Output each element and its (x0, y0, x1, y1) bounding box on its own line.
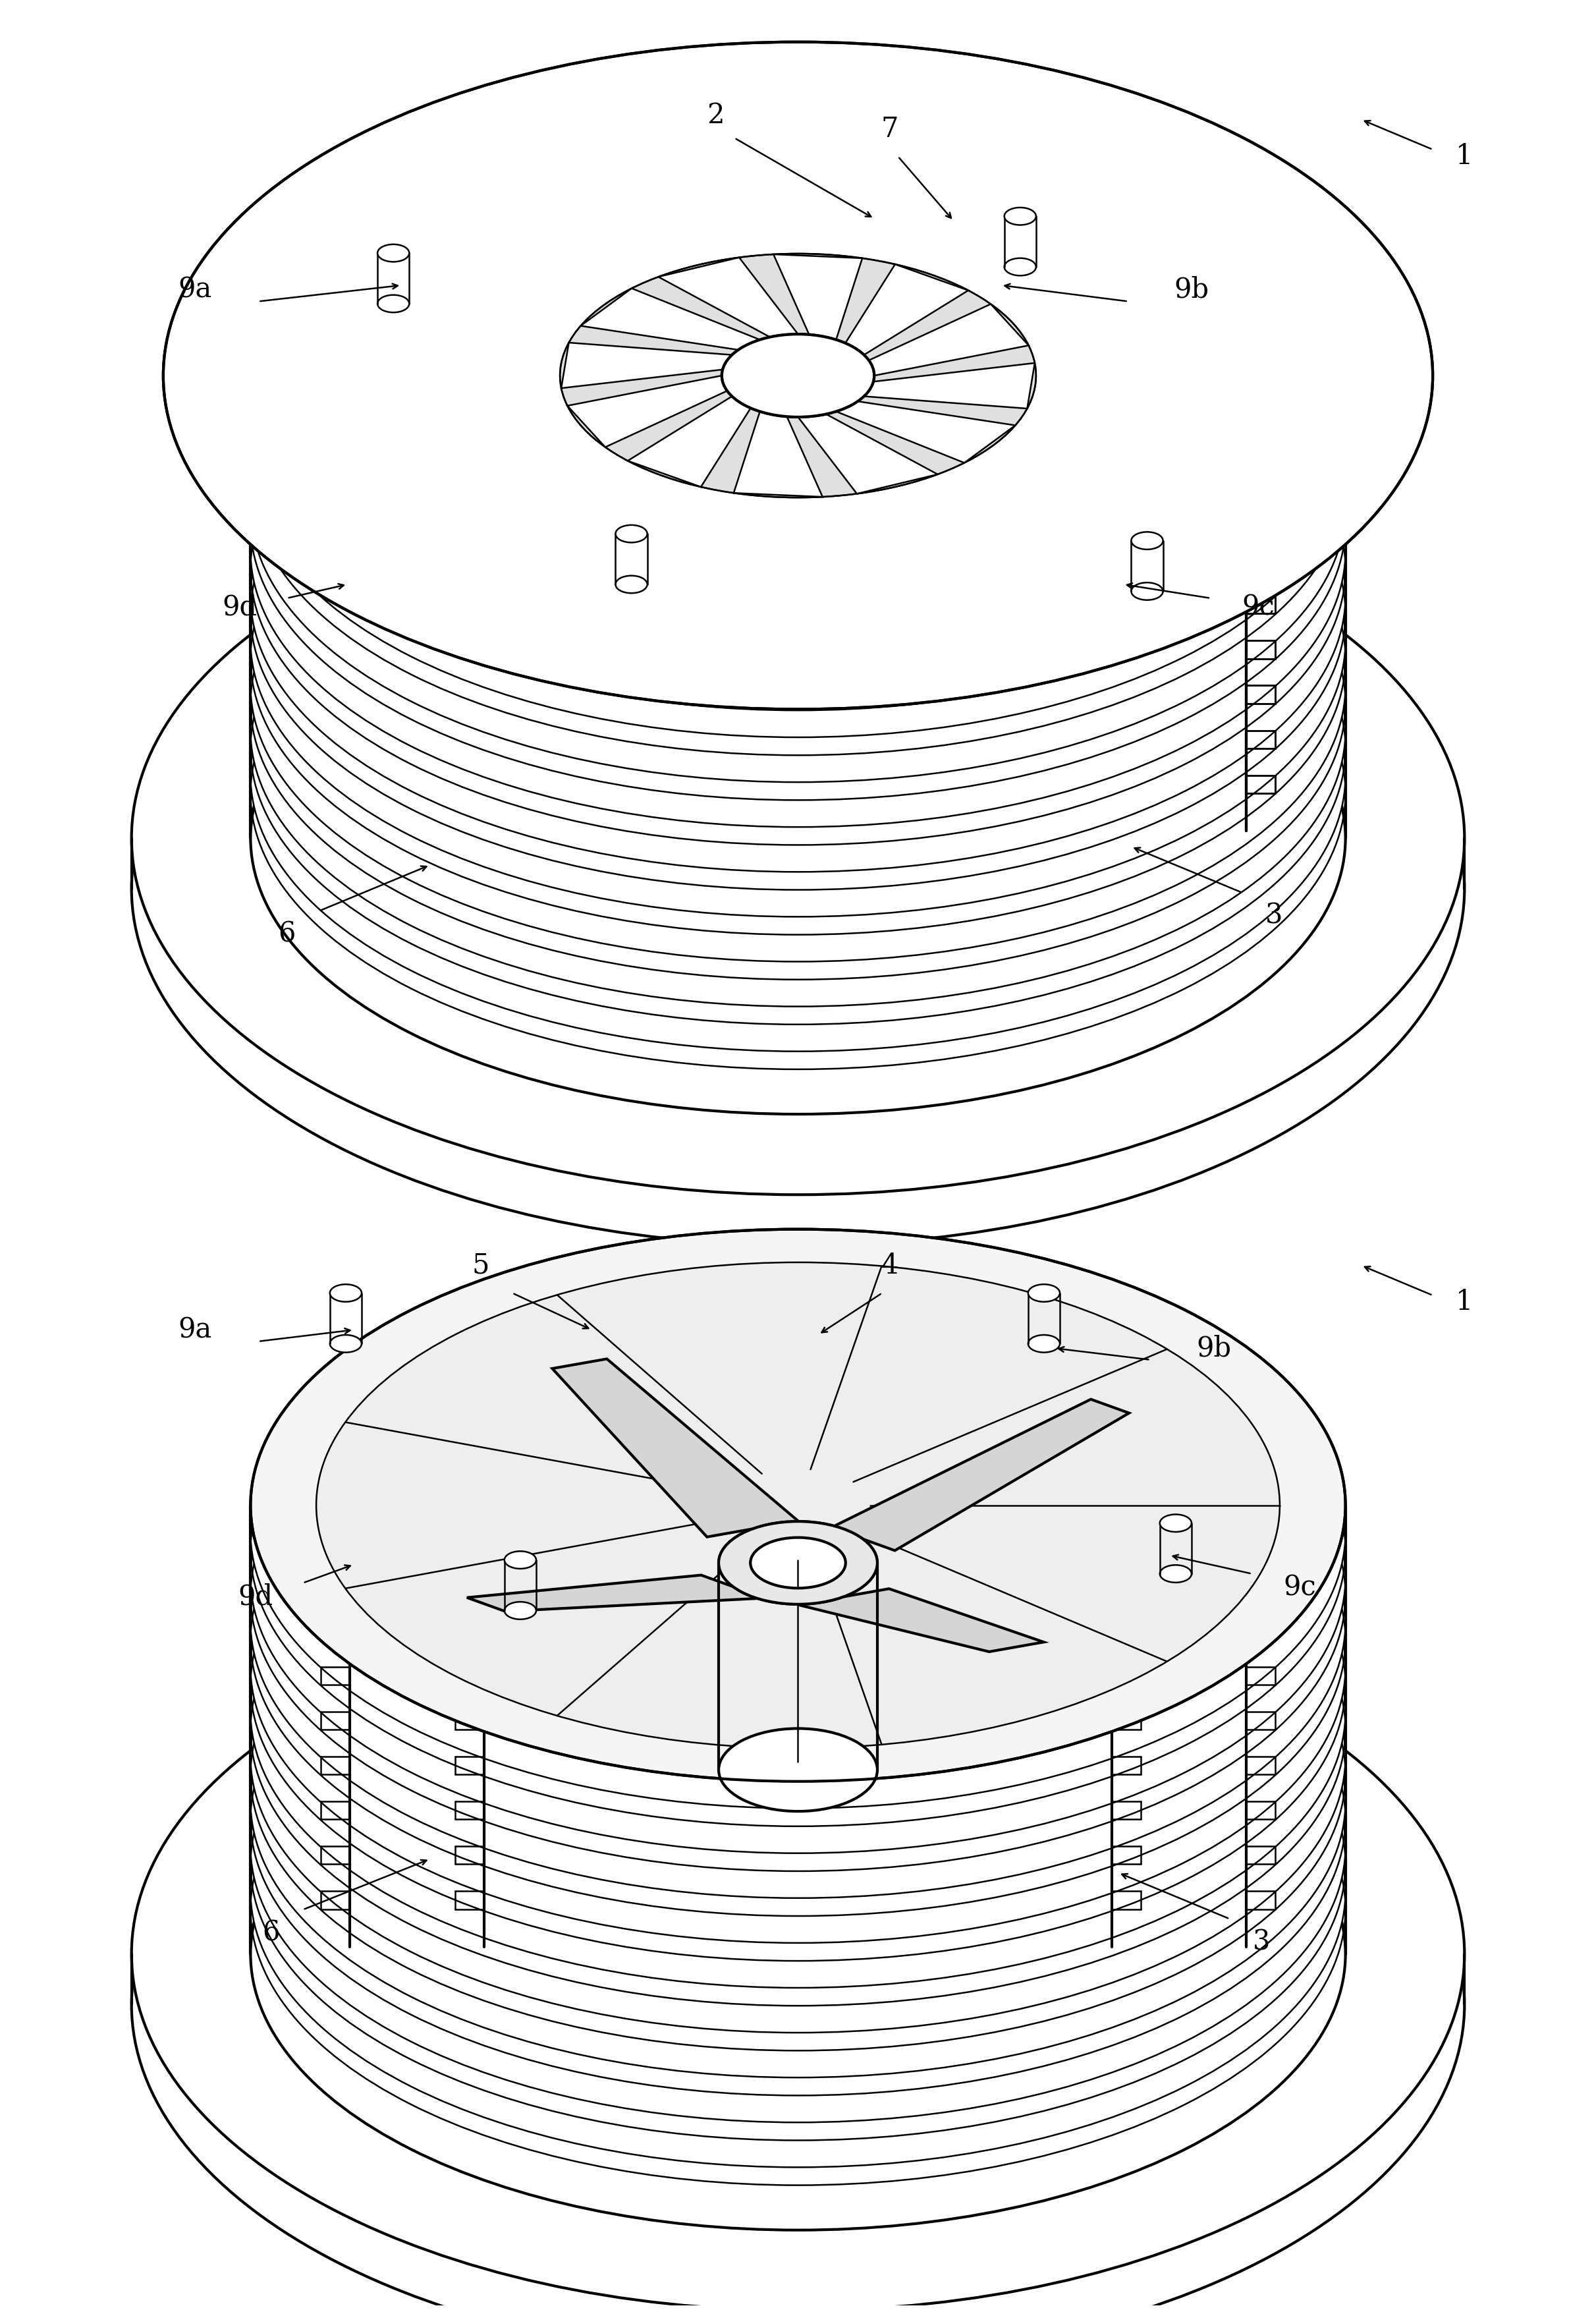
Ellipse shape (251, 1301, 1345, 1853)
Ellipse shape (504, 1601, 536, 1619)
Ellipse shape (718, 1522, 878, 1603)
Text: 9b: 9b (1175, 275, 1210, 303)
Ellipse shape (1028, 1284, 1060, 1303)
Ellipse shape (251, 1481, 1345, 2033)
Ellipse shape (1028, 1335, 1060, 1351)
Ellipse shape (750, 1538, 846, 1589)
Ellipse shape (251, 365, 1345, 917)
Ellipse shape (330, 1335, 362, 1351)
Text: 4: 4 (881, 1252, 899, 1280)
Ellipse shape (616, 575, 648, 594)
Text: 1: 1 (1456, 143, 1473, 171)
Ellipse shape (251, 1391, 1345, 1943)
Text: 7: 7 (881, 116, 899, 143)
Ellipse shape (378, 296, 409, 312)
Ellipse shape (251, 319, 1345, 871)
Text: 2: 2 (707, 102, 725, 129)
Ellipse shape (251, 275, 1345, 827)
Ellipse shape (1132, 531, 1163, 550)
Polygon shape (798, 413, 938, 494)
Ellipse shape (1004, 208, 1036, 224)
Text: 3: 3 (1253, 1929, 1270, 1957)
Text: 1: 1 (1456, 1289, 1473, 1317)
Polygon shape (798, 1589, 1044, 1652)
Polygon shape (832, 1400, 1128, 1550)
Text: 9c: 9c (1283, 1573, 1315, 1601)
Ellipse shape (750, 1538, 846, 1589)
Polygon shape (567, 377, 728, 448)
Ellipse shape (378, 245, 409, 261)
Text: 9b: 9b (1197, 1335, 1231, 1363)
Ellipse shape (721, 335, 875, 418)
Ellipse shape (131, 480, 1465, 1194)
Text: 9a: 9a (179, 1317, 212, 1344)
Polygon shape (774, 254, 862, 340)
Ellipse shape (1160, 1564, 1192, 1582)
Polygon shape (846, 263, 969, 356)
Text: 6: 6 (278, 919, 295, 947)
Ellipse shape (616, 524, 648, 543)
Ellipse shape (560, 254, 1036, 497)
Ellipse shape (721, 335, 875, 418)
Ellipse shape (1132, 582, 1163, 601)
Ellipse shape (251, 1525, 1345, 2077)
Ellipse shape (316, 1261, 1280, 1749)
Ellipse shape (251, 113, 1345, 665)
Ellipse shape (251, 1435, 1345, 1989)
Polygon shape (627, 397, 750, 487)
Ellipse shape (251, 561, 1345, 1113)
Ellipse shape (718, 1728, 878, 1811)
Polygon shape (863, 363, 1034, 409)
Ellipse shape (163, 42, 1433, 709)
Ellipse shape (504, 1552, 536, 1568)
Text: 9c: 9c (1242, 594, 1275, 621)
Polygon shape (658, 256, 798, 337)
Ellipse shape (251, 1229, 1345, 1781)
Ellipse shape (251, 1347, 1345, 1899)
Ellipse shape (718, 1522, 878, 1603)
Ellipse shape (251, 1571, 1345, 2123)
Ellipse shape (1004, 259, 1036, 275)
Ellipse shape (251, 409, 1345, 961)
Text: 9d: 9d (222, 594, 257, 621)
Polygon shape (868, 305, 1029, 377)
Ellipse shape (131, 1596, 1465, 2310)
Polygon shape (468, 1575, 764, 1612)
Polygon shape (552, 1358, 798, 1536)
Ellipse shape (251, 231, 1345, 783)
Ellipse shape (251, 455, 1345, 1007)
Ellipse shape (251, 1615, 1345, 2167)
Text: 5: 5 (472, 1252, 490, 1280)
Ellipse shape (1160, 1515, 1192, 1532)
Ellipse shape (330, 1284, 362, 1303)
Ellipse shape (251, 1229, 1345, 1781)
Text: 3: 3 (1266, 901, 1283, 929)
Polygon shape (581, 289, 760, 349)
Ellipse shape (251, 1677, 1345, 2229)
Polygon shape (562, 342, 733, 388)
Text: 6: 6 (262, 1920, 279, 1947)
Polygon shape (836, 402, 1015, 462)
Text: 9a: 9a (179, 275, 212, 303)
Text: 9d: 9d (238, 1582, 273, 1610)
Ellipse shape (251, 499, 1345, 1051)
Ellipse shape (251, 141, 1345, 693)
Polygon shape (734, 411, 822, 497)
Ellipse shape (251, 1257, 1345, 1809)
Ellipse shape (251, 185, 1345, 737)
